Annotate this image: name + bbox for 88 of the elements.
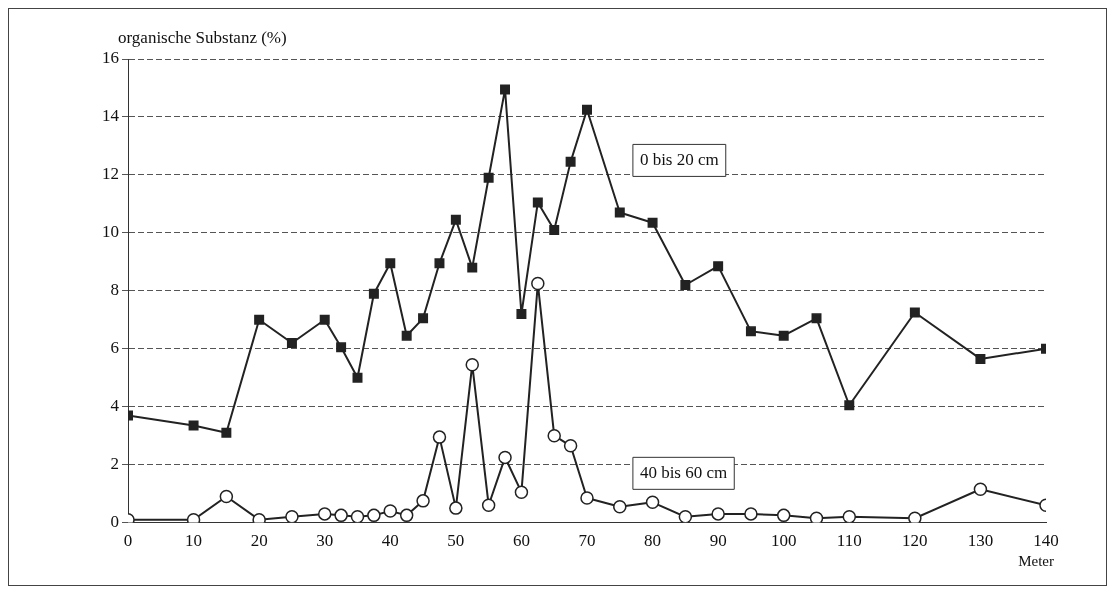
point: [481, 498, 496, 512]
x-tick-label: 60: [512, 531, 530, 551]
point: [285, 510, 299, 523]
point: [432, 430, 447, 444]
point: [286, 337, 297, 348]
series-label: 0 bis 20 cm: [639, 149, 719, 169]
point: [450, 214, 461, 225]
point: [582, 104, 592, 115]
point: [418, 313, 429, 324]
y-tick-label: 12: [102, 164, 119, 184]
x-tick-label: 120: [902, 531, 928, 551]
point: [254, 314, 265, 325]
point: [973, 482, 988, 497]
point: [975, 353, 986, 364]
point: [908, 511, 922, 523]
point: [645, 495, 660, 510]
x-tick-label: 20: [250, 531, 268, 551]
point: [399, 508, 414, 523]
x-tick-label: 70: [578, 531, 596, 551]
point: [385, 258, 396, 269]
y-tick-label: 2: [110, 454, 119, 474]
point: [383, 504, 398, 518]
point: [711, 507, 725, 521]
point: [531, 276, 545, 291]
point: [680, 280, 691, 290]
point: [188, 420, 199, 431]
x-tick-label: 130: [967, 531, 994, 551]
x-tick-label: 40: [381, 531, 399, 551]
y-tick-label: 6: [110, 338, 119, 358]
point: [498, 450, 512, 465]
point: [778, 330, 789, 341]
x-tick-label: 10: [185, 531, 203, 551]
point: [842, 510, 857, 523]
point: [514, 485, 529, 499]
point: [678, 510, 693, 523]
point: [744, 507, 758, 521]
point: [811, 313, 822, 324]
point: [909, 307, 920, 318]
point: [434, 258, 445, 269]
point: [776, 508, 791, 523]
point: [219, 489, 234, 504]
x-tick-label: 90: [709, 531, 727, 551]
point: [614, 207, 625, 218]
y-axis-title: organische Substanz (%): [118, 27, 287, 47]
point: [319, 314, 330, 325]
x-tick-label: 80: [644, 531, 662, 551]
point: [334, 508, 348, 523]
point: [467, 262, 478, 273]
point: [500, 84, 511, 95]
point: [368, 288, 379, 299]
point: [465, 357, 479, 372]
point: [516, 308, 527, 319]
y-tick-label: 16: [102, 48, 119, 68]
point: [317, 507, 332, 521]
point: [647, 217, 658, 228]
point: [713, 261, 724, 272]
series-label: 40 bis 60 cm: [639, 462, 728, 482]
y-tick-label: 10: [102, 222, 119, 242]
x-tick-label: 30: [316, 531, 334, 551]
point: [483, 172, 494, 183]
y-tick-label: 14: [102, 106, 120, 126]
point: [449, 501, 463, 515]
point: [580, 491, 594, 505]
x-tick-label: 0: [123, 531, 133, 551]
x-tick-label: 100: [770, 531, 797, 551]
point: [221, 427, 232, 438]
point: [416, 494, 430, 508]
y-tick-label: 8: [110, 280, 119, 300]
x-tick-label: 140: [1033, 531, 1059, 551]
point: [563, 439, 578, 453]
point: [844, 400, 855, 411]
point: [350, 510, 365, 523]
point: [745, 326, 756, 337]
point: [336, 342, 347, 353]
y-tick-label: 4: [110, 396, 120, 416]
point: [547, 428, 561, 443]
x-tick-label: 110: [836, 531, 862, 551]
point: [809, 511, 824, 523]
x-axis-title: Meter: [1018, 553, 1054, 570]
point: [613, 499, 627, 514]
x-tick-label: 50: [447, 531, 465, 551]
point: [401, 330, 412, 341]
point: [532, 197, 543, 208]
point: [565, 156, 576, 167]
point: [549, 224, 560, 235]
y-tick-label: 0: [110, 512, 119, 532]
point: [367, 508, 381, 523]
point: [352, 372, 363, 383]
